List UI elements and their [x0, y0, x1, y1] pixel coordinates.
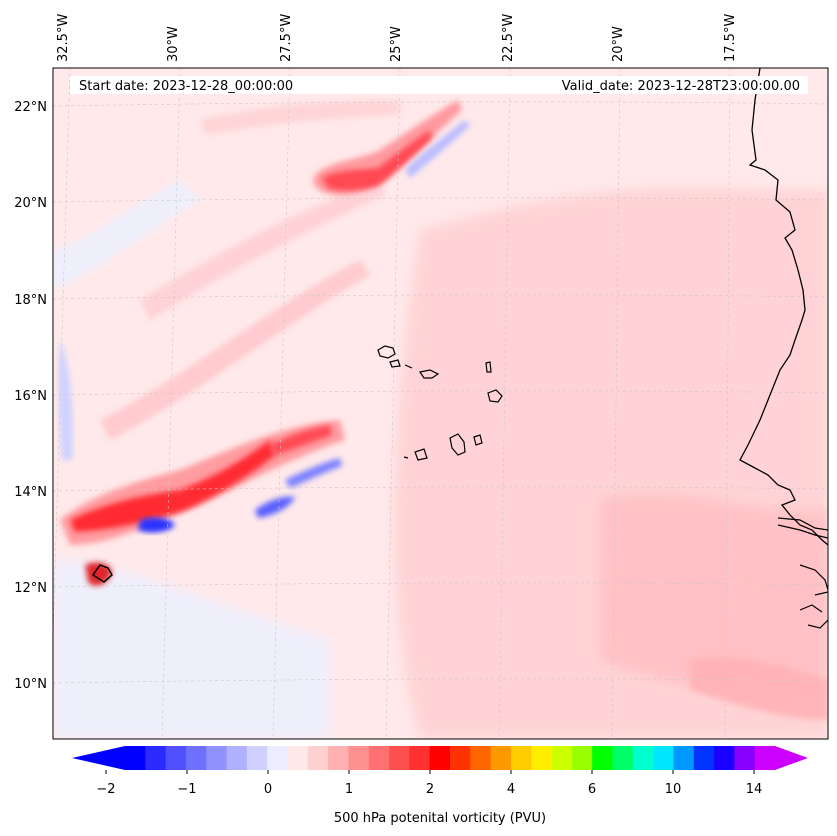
pv-streak-3	[200, 100, 400, 135]
gambia-coastline	[777, 517, 828, 539]
colorbar-tick-label: −2	[96, 782, 115, 797]
pv-core-southwest-2	[270, 425, 332, 456]
colorbar-cell	[531, 746, 552, 770]
colorbar-cell	[450, 746, 471, 770]
colorbar-tick-label: 10	[665, 782, 682, 797]
colorbar-cell	[246, 746, 268, 770]
colorbar-cell	[307, 746, 329, 770]
lon-label-20w: 20°W	[611, 26, 626, 62]
colorbar-cell	[673, 746, 695, 770]
longitude-labels: 32.5°W 30°W 27.5°W 25°W 22.5°W 20°W 17.5…	[56, 14, 738, 62]
colorbar-tick-label: 6	[588, 782, 596, 797]
colorbar-tick-label: 0	[264, 782, 272, 797]
valid-date-label: Valid_date: 2023-12-28T23:00:00.00	[562, 79, 800, 94]
lon-label-22.5w: 22.5°W	[501, 14, 516, 62]
colorbar-cell	[551, 746, 573, 770]
colorbar-cell	[632, 746, 654, 770]
colorbar-cell	[592, 746, 613, 770]
colorbar-cells	[125, 746, 776, 770]
colorbar-cell	[125, 746, 146, 770]
pv-minimum-southwest-3	[285, 458, 342, 488]
pv-streak-1	[100, 260, 370, 440]
colorbar-cell	[612, 746, 634, 770]
lat-label-18n: 18°N	[14, 293, 47, 308]
colorbar-cell	[368, 746, 390, 770]
pv-minimum-southwest-2	[255, 496, 295, 518]
colorbar-cell	[470, 746, 492, 770]
colorbar-ticks	[105, 770, 755, 774]
colorbar-cell	[490, 746, 512, 770]
lon-label-25w: 25°W	[389, 26, 404, 62]
colorbar-cell	[206, 746, 227, 770]
start-date-label: Start date: 2023-12-28_00:00:00	[79, 79, 293, 94]
colorbar-cell	[328, 746, 349, 770]
lon-label-27.5w: 27.5°W	[279, 14, 294, 62]
lat-label-22n: 22°N	[14, 100, 47, 115]
pv-core-southwest	[70, 440, 275, 532]
colorbar-cell	[734, 746, 756, 770]
header-strip	[70, 76, 808, 94]
guinea-bissau-coastline	[799, 564, 828, 629]
colorbar-under-arrow	[72, 746, 125, 770]
pv-core-north	[322, 130, 432, 191]
colorbar-tick-label: 4	[507, 782, 515, 797]
latitude-labels: 22°N 20°N 18°N 16°N 14°N 12°N 10°N	[14, 100, 47, 692]
colorbar-cell	[165, 746, 187, 770]
lon-label-17.5w: 17.5°W	[723, 14, 738, 62]
graticule	[53, 68, 828, 739]
lat-label-12n: 12°N	[14, 581, 47, 596]
pv-negative-streak-northwest	[53, 180, 200, 290]
colorbar-cell	[287, 746, 309, 770]
colorbar-tick-label: 2	[426, 782, 434, 797]
pv-negative-region-southwest	[53, 560, 330, 739]
colorbar-tick-label: −1	[177, 782, 196, 797]
lat-label-14n: 14°N	[14, 485, 47, 500]
colorbar-cell	[226, 746, 248, 770]
pv-streak-2	[140, 180, 385, 320]
colorbar-cell	[714, 746, 735, 770]
colorbar-cell	[267, 746, 288, 770]
colorbar-tick-label: 14	[746, 782, 763, 797]
pv-positive-region-southeast	[600, 494, 828, 691]
colorbar-over-arrow	[775, 746, 808, 770]
colorbar-cell	[145, 746, 167, 770]
pv-negative-streak-west	[58, 340, 73, 460]
colorbar-title: 500 hPa potenital vorticity (PVU)	[334, 811, 546, 826]
cabo-verde-islands	[377, 345, 503, 461]
map-panel	[53, 68, 828, 739]
map-frame	[52, 67, 829, 740]
colorbar-cell	[185, 746, 207, 770]
colorbar-cell	[409, 746, 431, 770]
colorbar: −2 −1 0 1 2 4 6 10 14 500 hPa potenital …	[72, 746, 808, 826]
pv-minimum-southwest-1	[138, 517, 175, 533]
lon-label-30w: 30°W	[166, 26, 181, 62]
pv-positive-band-south	[690, 657, 828, 720]
colorbar-cell	[754, 746, 776, 770]
lon-label-32.5w: 32.5°W	[56, 14, 71, 62]
colorbar-cell	[389, 746, 410, 770]
colorbar-tick-label: 1	[345, 782, 353, 797]
colorbar-cell	[510, 746, 532, 770]
small-island-southwest	[91, 564, 113, 583]
africa-coastline	[739, 68, 828, 546]
colorbar-cell	[429, 746, 451, 770]
lat-label-16n: 16°N	[14, 389, 47, 404]
lat-label-20n: 20°N	[14, 196, 47, 211]
pv-minimum-north	[405, 120, 470, 178]
colorbar-cell	[693, 746, 715, 770]
colorbar-cell	[653, 746, 674, 770]
colorbar-cell	[348, 746, 370, 770]
lat-label-10n: 10°N	[14, 677, 47, 692]
colorbar-cell	[571, 746, 593, 770]
